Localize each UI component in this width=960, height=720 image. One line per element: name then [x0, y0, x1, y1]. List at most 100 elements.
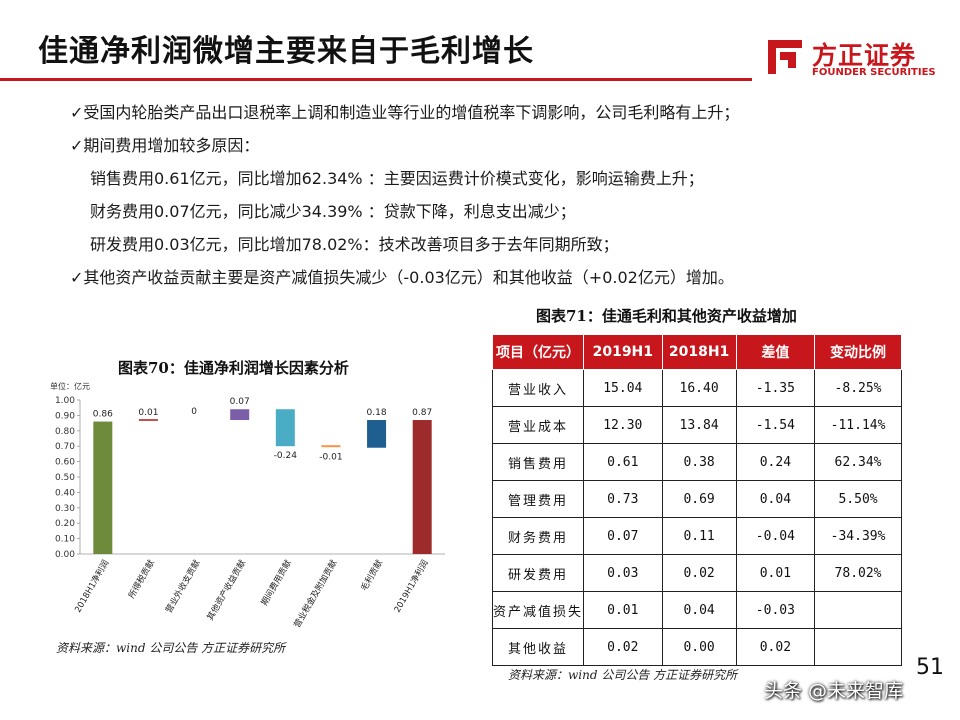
bullet-item: ✓期间费用增加较多原因：: [70, 136, 260, 155]
table-source: 资料来源：wind 公司公告 方正证券研究所: [508, 668, 738, 682]
row-label: 营业收入: [491, 369, 585, 407]
table-cell: 5.50%: [814, 480, 902, 518]
table-cell: -0.03: [735, 591, 816, 629]
sub-bullet-item: 销售费用0.61亿元，同比增加62.34% ：主要因运费计价模式变化，影响运输费…: [90, 169, 704, 188]
y-tick-label: 0.60: [55, 458, 75, 468]
table-cell: -1.54: [735, 406, 816, 444]
category-label: 期间费用贡献: [259, 558, 294, 608]
data-label: -0.01: [319, 453, 342, 463]
table-cell: 15.04: [583, 369, 663, 407]
table-row: 营业收入 15.04 16.40 -1.35 -8.25%: [491, 369, 902, 407]
sub-bullet-item: 研发费用0.03亿元，同比增加78.02%：技术改善项目多于去年同期所致；: [90, 235, 619, 254]
column-header: 差值: [735, 334, 816, 370]
table-cell: 0.38: [661, 443, 737, 481]
data-label: 0.87: [412, 408, 432, 418]
table-row: 财务费用 0.07 0.11 -0.04 -34.39%: [491, 517, 902, 555]
table-row: 营业成本 12.30 13.84 -1.54 -11.14%: [491, 406, 902, 444]
table-cell: -34.39%: [814, 517, 902, 555]
page-number: 51: [916, 655, 944, 680]
table-cell: -8.25%: [814, 369, 902, 407]
data-label: 0.07: [230, 397, 250, 407]
y-tick-label: 0.30: [55, 504, 75, 514]
table-cell: 0.02: [583, 628, 663, 666]
logo-text-cn: 方正证券: [812, 41, 917, 70]
waterfall-bar: [93, 421, 113, 554]
y-tick-label: 0.80: [55, 427, 75, 437]
y-tick-label: 0.50: [55, 473, 75, 483]
table-caption: 图表71：佳通毛利和其他资产收益增加: [536, 307, 797, 325]
table-row: 销售费用 0.61 0.38 0.24 62.34%: [491, 443, 902, 481]
table-cell: 62.34%: [814, 443, 902, 481]
data-table: 项目（亿元） 2019H1 2018H1 差值 变动比例 营业收入 15.04 16…: [491, 334, 902, 666]
data-label: -0.24: [274, 451, 298, 461]
check-icon: ✓: [70, 268, 84, 287]
category-label: 2019H1净利润: [392, 558, 431, 615]
table-cell: 0.07: [583, 517, 663, 555]
table-cell: 0.01: [735, 554, 816, 592]
table-cell: 0.11: [661, 517, 737, 555]
table-cell: -0.04: [735, 517, 816, 555]
title-underline: [0, 78, 752, 81]
table-cell: -1.35: [735, 369, 816, 407]
data-label: 0: [191, 407, 197, 417]
y-tick-label: 0.40: [55, 488, 75, 498]
category-label: 其他资产收益贡献: [205, 558, 249, 623]
row-label: 其他收益: [491, 628, 585, 666]
page-title: 佳通净利润微增主要来自于毛利增长: [38, 34, 534, 69]
waterfall-bar: [138, 419, 158, 422]
data-label: 0.18: [367, 408, 387, 418]
table-cell: 0.04: [661, 591, 737, 629]
y-tick-label: 0.70: [55, 442, 75, 452]
watermark: 头条 @未来智库: [764, 680, 904, 702]
table-cell: [814, 591, 902, 629]
column-header: 变动比例: [814, 334, 902, 370]
check-icon: ✓: [70, 136, 84, 155]
waterfall-bar: [321, 445, 341, 448]
table-cell: 0.01: [583, 591, 663, 629]
column-header: 项目（亿元）: [491, 334, 585, 370]
row-label: 研发费用: [491, 554, 585, 592]
waterfall-bar: [412, 420, 432, 554]
bullet-item: ✓受国内轮胎类产品出口退税率上调和制造业等行业的增值税率下调影响，公司毛利略有上…: [70, 103, 740, 122]
table-cell: 0.73: [583, 480, 663, 518]
y-tick-label: 0.00: [55, 550, 75, 560]
row-label: 营业成本: [491, 406, 585, 444]
category-label: 2018H1净利润: [72, 558, 111, 615]
y-tick-label: 0.10: [55, 535, 75, 545]
category-label: 营业税金及附加贡献: [292, 558, 340, 630]
unit-label: 单位：亿元: [50, 381, 90, 391]
table-row: 其他收益 0.02 0.00 0.02: [491, 628, 902, 666]
table-cell: [814, 628, 902, 666]
table-cell: 0.03: [583, 554, 663, 592]
chart-source: 资料来源：wind 公司公告 方正证券研究所: [56, 641, 286, 655]
waterfall-bar: [275, 409, 295, 447]
data-label: 0.01: [138, 408, 158, 418]
y-tick-label: 1.00: [55, 396, 75, 406]
category-label: 毛利贡献: [359, 558, 386, 593]
y-tick-label: 0.90: [55, 411, 75, 421]
table-row: 资产减值损失 0.01 0.04 -0.03: [491, 591, 902, 629]
column-header: 2018H1: [661, 334, 737, 370]
table-cell: 78.02%: [814, 554, 902, 592]
table-cell: 0.02: [661, 554, 737, 592]
table-cell: 0.24: [735, 443, 816, 481]
table-cell: 0.61: [583, 443, 663, 481]
table-cell: 13.84: [661, 406, 737, 444]
waterfall-bar: [367, 420, 387, 448]
row-label: 资产减值损失: [491, 591, 585, 629]
bullet-list: ✓受国内轮胎类产品出口退税率上调和制造业等行业的增值税率下调影响，公司毛利略有上…: [70, 96, 950, 294]
column-header: 2019H1: [583, 334, 663, 370]
chart-caption: 图表70：佳通净利润增长因素分析: [118, 359, 349, 377]
logo-text-en: FOUNDER SECURITIES: [812, 67, 936, 78]
table-row: 管理费用 0.73 0.69 0.04 5.50%: [491, 480, 902, 518]
data-label: 0.86: [93, 410, 113, 420]
row-label: 销售费用: [491, 443, 585, 481]
waterfall-chart: 单位：亿元 0.00 0.10 0.20 0.30 0.40 0.50 0.60 0.70 0.8…: [50, 381, 445, 630]
row-label: 财务费用: [491, 517, 585, 555]
table-cell: 0.02: [735, 628, 816, 666]
sub-bullet-item: 财务费用0.07亿元，同比减少34.39% ：贷款下降，利息支出减少；: [90, 202, 576, 221]
category-label: 所得税贡献: [126, 558, 157, 601]
table-cell: 0.00: [661, 628, 737, 666]
row-label: 管理费用: [491, 480, 585, 518]
table-row: 研发费用 0.03 0.02 0.01 78.02%: [491, 554, 902, 592]
